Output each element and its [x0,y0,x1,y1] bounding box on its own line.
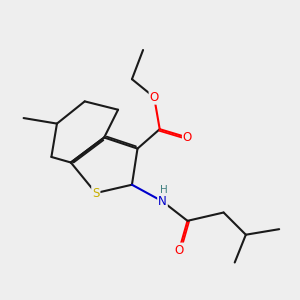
Text: O: O [175,244,184,256]
Text: H: H [160,185,168,195]
Text: N: N [158,195,167,208]
Text: O: O [183,131,192,144]
Text: S: S [92,187,100,200]
Text: O: O [149,91,159,104]
